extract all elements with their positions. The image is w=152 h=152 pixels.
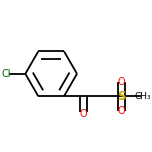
Text: S: S: [117, 90, 126, 103]
Text: Cl: Cl: [2, 69, 11, 79]
Text: CH₃: CH₃: [135, 92, 151, 101]
Text: O: O: [79, 109, 87, 119]
Text: O: O: [118, 77, 125, 87]
Text: O: O: [118, 105, 125, 116]
